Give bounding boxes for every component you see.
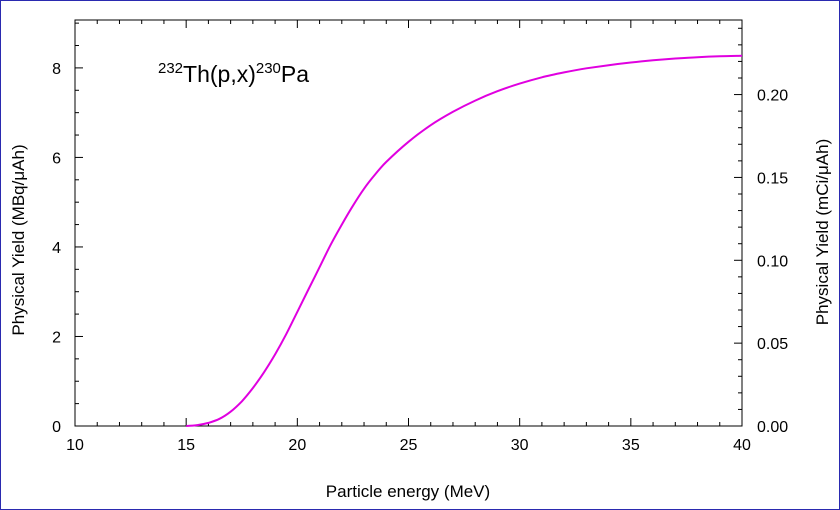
yield-curve [186,54,743,427]
right-y-axis-title: Physical Yield (mCi/μAh) [813,139,832,325]
y-right-tick-label: 0.00 [757,419,788,436]
y-left-tick-label: 6 [52,150,61,167]
left-y-axis-title: Physical Yield (MBq/μAh) [9,144,28,335]
x-tick-label: 10 [66,437,84,454]
x-axis: 10 15 20 25 30 35 40 [66,20,751,454]
x-tick-label: 30 [511,437,529,454]
reaction-label: 232Th(p,x)230Pa [158,60,309,87]
product-symbol: Pa [281,61,309,87]
product-mass-number: 230 [256,60,281,77]
y-left-tick-label: 2 [52,329,61,346]
x-tick-label: 35 [622,437,640,454]
reaction-channel: (p,x) [210,61,256,87]
y-right-tick-label: 0.20 [757,88,788,105]
y-right-tick-label: 0.15 [757,170,788,187]
y-left-tick-label: 4 [52,240,61,257]
left-y-axis: 0 2 4 6 8 [52,22,83,436]
y-left-tick-label: 8 [52,61,61,78]
y-right-tick-label: 0.10 [757,253,788,270]
x-tick-label: 40 [733,437,751,454]
x-tick-label: 15 [177,437,195,454]
x-tick-label: 20 [288,437,306,454]
x-axis-title: Particle energy (MeV) [326,482,490,501]
y-left-tick-label: 0 [52,419,61,436]
y-right-tick-label: 0.05 [757,336,788,353]
right-y-axis: 0.00 0.05 0.10 0.15 0.20 [734,27,788,436]
target-symbol: Th [183,61,210,87]
target-mass-number: 232 [158,60,183,77]
plot-area [74,19,743,427]
x-tick-label: 25 [400,437,418,454]
